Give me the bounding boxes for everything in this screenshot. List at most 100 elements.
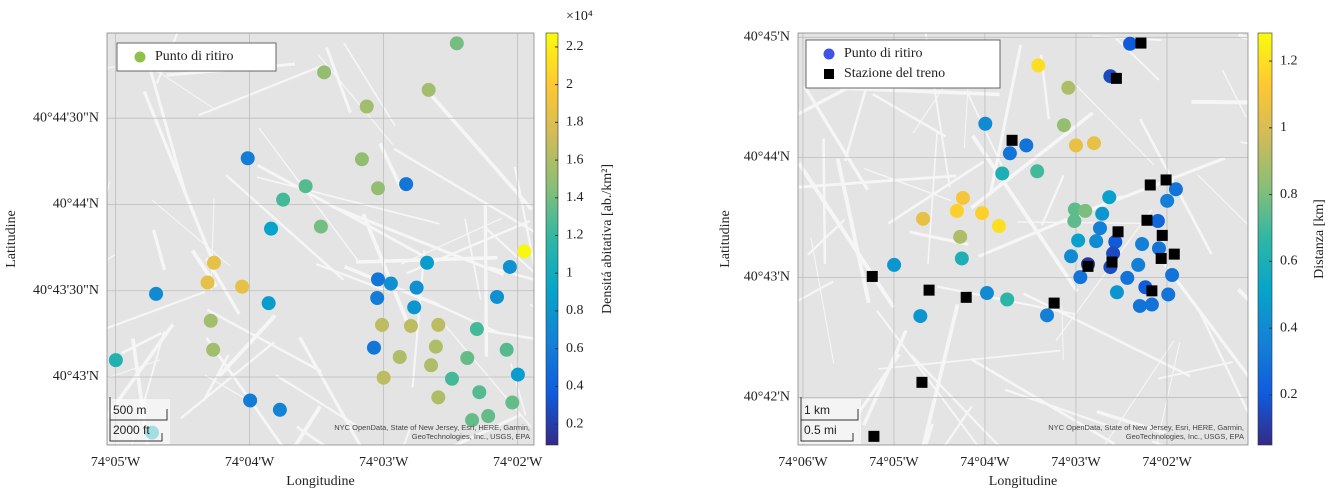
street — [422, 86, 534, 211]
x-tick-label: 74°04'W — [960, 455, 1010, 470]
scale-bar-label: 500 m — [113, 403, 146, 417]
pickup-marker — [991, 219, 1006, 234]
colorbar-tick-label: 1.4 — [566, 190, 584, 205]
pickup-marker — [510, 367, 525, 382]
street — [361, 213, 413, 332]
pickup-marker — [1086, 136, 1101, 151]
station-marker — [916, 376, 928, 388]
pickup-marker — [108, 353, 123, 368]
street — [225, 174, 345, 281]
street — [343, 42, 396, 127]
y-tick-label: 40°42'N — [744, 390, 790, 405]
street — [315, 262, 391, 294]
pickup-marker — [978, 116, 993, 131]
street — [1072, 81, 1155, 166]
street — [1157, 361, 1233, 380]
pickup-marker — [370, 291, 385, 306]
pickup-marker — [469, 322, 484, 337]
station-marker — [868, 430, 880, 442]
pickup-marker — [431, 317, 446, 332]
pickup-marker — [1168, 182, 1183, 197]
pickup-marker — [1089, 234, 1104, 249]
pickup-marker — [449, 36, 464, 51]
x-axis-label: Longitudine — [286, 474, 354, 489]
street — [488, 266, 534, 281]
legend-marker — [824, 69, 834, 79]
map-axes — [107, 33, 534, 445]
street — [943, 405, 973, 445]
pickup-marker — [954, 251, 969, 266]
street — [452, 413, 522, 445]
pickup-marker — [460, 351, 475, 366]
pickup-marker — [313, 219, 328, 234]
pickup-marker — [1002, 146, 1017, 161]
pickup-marker — [407, 300, 422, 315]
y-tick-label: 40°43'N — [53, 369, 99, 384]
street — [107, 359, 161, 379]
street — [1096, 410, 1168, 436]
street — [293, 405, 322, 445]
street — [120, 331, 162, 355]
axes-box — [106, 32, 535, 446]
pickup-marker — [200, 275, 215, 290]
street — [878, 349, 1061, 370]
street — [403, 428, 411, 445]
station-marker — [1141, 214, 1153, 226]
scale-bar — [800, 397, 859, 442]
street — [927, 132, 938, 264]
pickup-marker — [1030, 164, 1045, 179]
street — [206, 308, 322, 373]
y-tick-label: 40°45'N — [744, 30, 790, 45]
colorbar-tick-label: 1.2 — [566, 228, 584, 243]
colorbar — [545, 32, 559, 446]
street — [969, 357, 1116, 445]
pickup-marker — [420, 255, 435, 270]
colorbar-tick-label: 0.6 — [1280, 254, 1298, 269]
pickup-marker — [1151, 241, 1166, 256]
pickup-marker — [235, 279, 250, 294]
pickup-marker — [403, 318, 418, 333]
pickup-marker — [428, 339, 443, 354]
colorbar-tick-label: 1.8 — [566, 115, 584, 130]
street — [1040, 174, 1065, 226]
street — [400, 217, 503, 265]
pickup-marker — [502, 259, 517, 274]
pickup-marker — [472, 385, 487, 400]
pickup-marker — [913, 309, 928, 324]
colorbar-tick-label: 0.8 — [1280, 187, 1298, 202]
street — [798, 280, 834, 303]
colorbar-tick-label: 0.2 — [1280, 387, 1298, 402]
street — [1163, 263, 1248, 379]
street — [256, 163, 423, 257]
pickup-marker — [149, 286, 164, 301]
y-axis-label: Latitudine — [718, 210, 733, 268]
street — [798, 80, 860, 117]
street — [970, 111, 1094, 210]
street — [217, 314, 277, 378]
pickup-marker — [1019, 138, 1034, 153]
pickup-marker — [465, 413, 480, 428]
attribution: GeoTechnologies, Inc., USGS, EPA — [1126, 432, 1244, 441]
pickup-marker — [490, 289, 505, 304]
pickup-marker — [376, 370, 391, 385]
x-tick-label: 74°05'W — [869, 455, 919, 470]
scale-bar — [109, 397, 168, 442]
pickup-marker — [421, 82, 436, 97]
pickup-marker — [431, 390, 446, 405]
pickup-marker — [505, 395, 520, 410]
pickup-marker — [481, 409, 496, 424]
scale-bar-box — [108, 399, 170, 444]
colorbar-tick-label: 1 — [1280, 120, 1287, 135]
street — [977, 194, 1124, 258]
pickup-marker — [1064, 249, 1079, 264]
street — [180, 341, 275, 420]
street — [198, 64, 324, 117]
colorbar-tick-label: 0.6 — [566, 341, 584, 356]
y-tick-label: 40°44'N — [53, 197, 99, 212]
colorbar-tick-label: 0.8 — [566, 303, 584, 318]
colorbar-tick-label: 0.4 — [1280, 320, 1298, 335]
pickup-marker — [1078, 203, 1093, 218]
station-marker — [1160, 174, 1172, 186]
pickup-marker — [1120, 270, 1135, 285]
station-marker — [866, 270, 878, 282]
